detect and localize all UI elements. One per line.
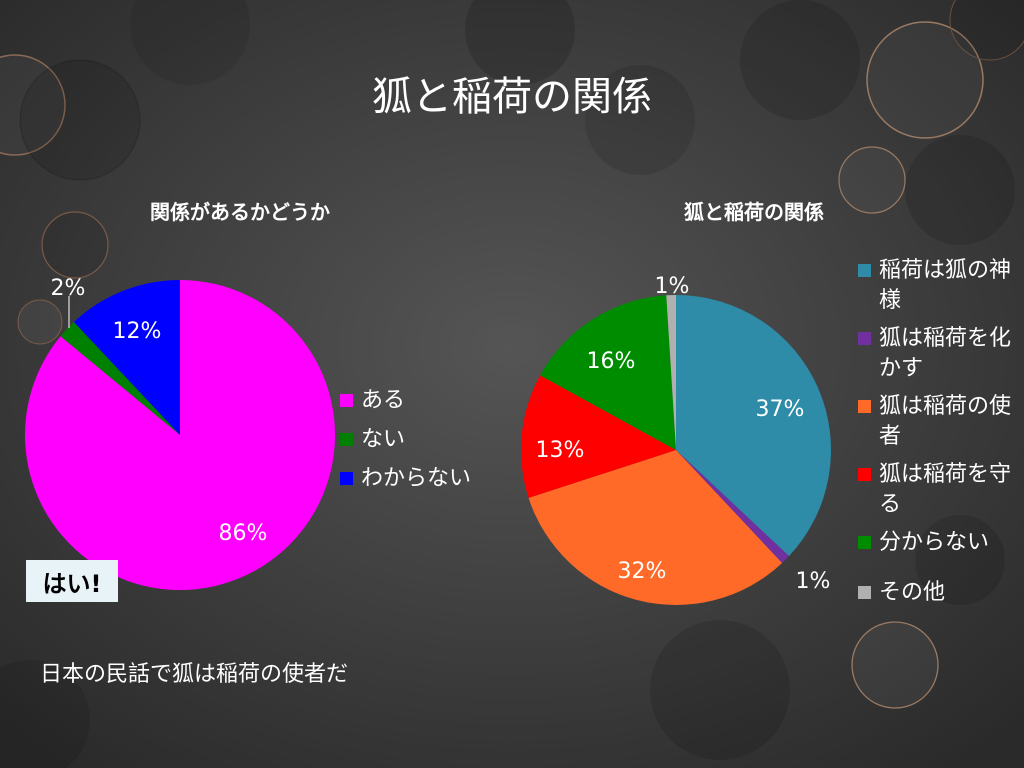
bokeh-circle — [585, 65, 695, 175]
bokeh-circle — [866, 21, 984, 139]
pie-data-label: 2% — [51, 276, 86, 301]
bokeh-circle — [130, 0, 250, 85]
bokeh-circle — [949, 0, 1024, 61]
legend-swatch — [340, 433, 353, 446]
pie-data-label: 13% — [536, 438, 585, 463]
legend-item: ある — [340, 386, 471, 425]
bokeh-circle — [650, 620, 790, 760]
pie-data-label: 12% — [113, 319, 162, 344]
legend-swatch — [858, 586, 871, 599]
bokeh-circle — [851, 621, 939, 709]
legend-item: わからない — [340, 464, 471, 503]
pie-slice-2-3 — [521, 375, 676, 498]
legend-label: ある — [361, 388, 406, 413]
bokeh-circle — [17, 299, 63, 345]
bokeh-circle — [465, 0, 575, 85]
bokeh-circle — [0, 54, 66, 156]
bokeh-circle — [915, 515, 1005, 605]
legend-swatch — [858, 332, 871, 345]
answer-box: はい! — [26, 560, 118, 602]
slide-title: 狐と稲荷の関係 — [372, 74, 652, 120]
pie-slice-2-2 — [528, 450, 783, 605]
legend-label: 稲荷は狐の神様 — [879, 258, 1012, 313]
legend-item: 狐は稲荷の使者 — [858, 392, 1018, 452]
legend-label: 狐は稲荷を化かす — [879, 326, 1012, 381]
legend-swatch — [858, 400, 871, 413]
legend-item: 分からない — [858, 528, 1018, 558]
pie-data-label: 1% — [655, 274, 690, 299]
legend-swatch — [340, 472, 353, 485]
bokeh-circle — [838, 146, 906, 214]
pie-data-label: 32% — [618, 559, 667, 584]
slide-caption: 日本の民話で狐は稲荷の使者だ — [40, 662, 349, 687]
legend-item: 狐は稲荷を守る — [858, 460, 1018, 520]
pie-data-label: 37% — [756, 397, 805, 422]
legend-label: わからない — [361, 466, 472, 491]
legend-item: 稲荷は狐の神様 — [858, 256, 1018, 316]
legend-item: その他 — [858, 578, 1018, 608]
bokeh-circle — [740, 0, 860, 120]
pie-slice-2-4 — [540, 295, 676, 450]
pie-slice-2-5 — [666, 295, 676, 450]
legend-item: 狐は稲荷を化かす — [858, 324, 1018, 384]
legend-label: ない — [361, 427, 406, 452]
pie-slice-1-0 — [24, 280, 335, 590]
bokeh-circle — [0, 660, 90, 768]
legend-swatch — [340, 394, 353, 407]
pie-slice-1-2 — [73, 280, 180, 435]
legend-swatch — [858, 536, 871, 549]
bokeh-circle — [905, 135, 1015, 245]
pie-data-label: 16% — [587, 349, 636, 374]
bokeh-circle — [19, 59, 141, 181]
pie-slice-2-1 — [676, 450, 789, 563]
legend-swatch — [858, 264, 871, 277]
pie-slice-1-1 — [60, 322, 180, 435]
legend-swatch — [858, 468, 871, 481]
pie-data-label: 86% — [219, 521, 268, 546]
legend-fox-inari-relation: 稲荷は狐の神様 狐は稲荷を化かす 狐は稲荷の使者 狐は稲荷を守る 分からない そ… — [858, 256, 1018, 616]
pie-slice-2-0 — [676, 295, 831, 557]
chart-title-fox-inari-relation: 狐と稲荷の関係 — [684, 200, 824, 224]
chart-title-relation-exists: 関係があるかどうか — [150, 200, 330, 224]
legend-label: 分からない — [879, 530, 990, 555]
legend-label: その他 — [879, 580, 946, 605]
legend-label: 狐は稲荷の使者 — [879, 394, 1012, 449]
legend-relation-exists: ある ない わからない — [340, 386, 471, 503]
legend-label: 狐は稲荷を守る — [879, 462, 1012, 517]
pie-data-label: 1% — [796, 569, 831, 594]
legend-item: ない — [340, 425, 471, 464]
bokeh-circle — [41, 211, 109, 279]
